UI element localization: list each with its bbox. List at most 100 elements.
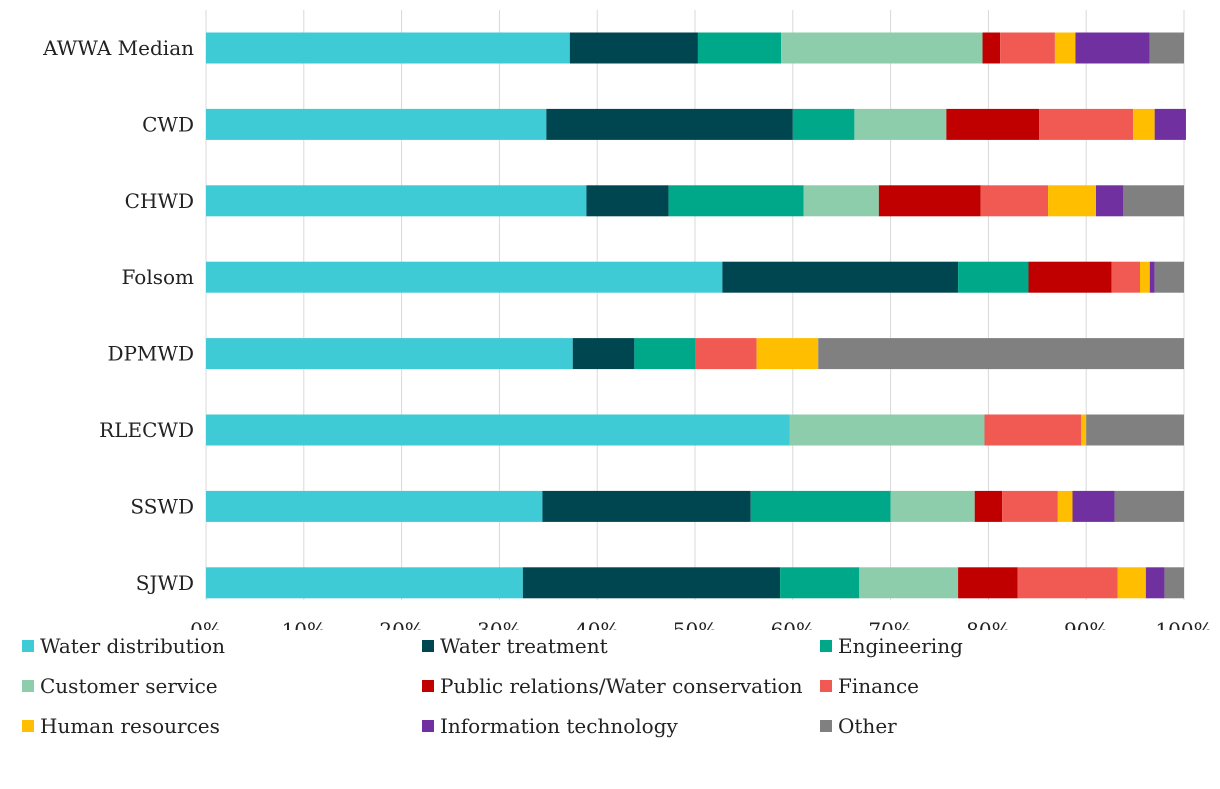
x-tick-label: 100% <box>1155 618 1212 630</box>
bar-segment <box>1111 261 1140 293</box>
bar-segment <box>980 185 1049 217</box>
legend-swatch <box>422 680 434 692</box>
bar-segment <box>722 261 959 293</box>
x-tick-label: 60% <box>771 618 815 630</box>
bar-segment <box>522 567 781 599</box>
legend-item: Human resources <box>22 714 220 738</box>
x-tick-label: 50% <box>673 618 717 630</box>
bar-segment <box>1075 32 1150 64</box>
category-label: CWD <box>142 112 194 136</box>
bar-segment <box>1154 108 1186 140</box>
bar-segment <box>1028 261 1112 293</box>
bar-segment <box>1123 185 1184 217</box>
bar-segment <box>634 338 695 370</box>
bar-segment <box>1133 108 1155 140</box>
legend-label: Engineering <box>838 634 963 658</box>
category-label: SSWD <box>130 494 194 518</box>
x-tick-label: 70% <box>868 618 912 630</box>
legend-item: Engineering <box>820 634 963 658</box>
legend-label: Customer service <box>40 674 218 698</box>
bar-segment <box>982 32 1001 64</box>
category-label: CHWD <box>125 189 194 213</box>
bar-segment <box>750 490 891 522</box>
bar-segment <box>1117 567 1146 599</box>
legend-label: Public relations/Water conservation <box>440 674 803 698</box>
legend-swatch <box>22 720 34 732</box>
category-label: RLECWD <box>99 418 194 442</box>
legend-item: Water treatment <box>422 634 608 658</box>
bar-segment <box>1081 414 1087 446</box>
bar-segment <box>206 185 587 217</box>
bar-segment <box>946 108 1040 140</box>
bar-segment <box>1149 32 1184 64</box>
bar-segment <box>1002 490 1058 522</box>
bar-segment <box>586 185 669 217</box>
category-label: Folsom <box>122 265 195 289</box>
bar-segment <box>878 185 981 217</box>
bar-segment <box>1139 261 1150 293</box>
bar-segment <box>206 32 570 64</box>
bar-segment <box>542 490 751 522</box>
legend-swatch <box>22 680 34 692</box>
category-label: SJWD <box>136 571 194 595</box>
bar-segment <box>1114 490 1184 522</box>
legend-item: Other <box>820 714 897 738</box>
bar-segment <box>818 338 1184 370</box>
legend-label: Water treatment <box>440 634 608 658</box>
bar-segment <box>958 261 1029 293</box>
legend-swatch <box>820 640 832 652</box>
bar-segment <box>1095 185 1124 217</box>
legend-item: Customer service <box>22 674 218 698</box>
bar-segment <box>803 185 879 217</box>
bar-segment <box>781 32 983 64</box>
legend-label: Other <box>838 714 897 738</box>
legend-item: Public relations/Water conservation <box>422 674 802 698</box>
bar-segment <box>854 108 947 140</box>
bar-segment <box>984 414 1082 446</box>
bar-segment <box>1072 490 1115 522</box>
bar-segment <box>206 261 723 293</box>
legend-swatch <box>422 640 434 652</box>
x-tick-label: 30% <box>477 618 521 630</box>
bar-segment <box>890 490 975 522</box>
bar-segment <box>697 32 782 64</box>
bar-segment <box>1048 185 1096 217</box>
stacked-bar-chart: 0% 10% 20% 30% 40% 50% 60% 70% 80% 90% 100% AWWA Me… <box>42 10 1213 630</box>
legend-item: Water distribution <box>22 634 225 658</box>
bar-segment <box>1057 490 1073 522</box>
x-tick-label: 90% <box>1064 618 1108 630</box>
bar-segment <box>780 567 860 599</box>
bar-segment <box>572 338 635 370</box>
category-label: AWWA Median <box>42 36 194 60</box>
legend-label: Water distribution <box>40 634 226 658</box>
bar-segment <box>546 108 793 140</box>
legend-swatch <box>820 720 832 732</box>
bar-segment <box>974 490 1003 522</box>
legend-swatch <box>22 640 34 652</box>
bar-segment <box>792 108 855 140</box>
bar-segment <box>668 185 804 217</box>
x-tick-label: 80% <box>966 618 1010 630</box>
bar-segment <box>206 338 573 370</box>
x-tick-label: 0% <box>190 618 222 630</box>
x-tick-label: 10% <box>282 618 326 630</box>
bar-segment <box>859 567 959 599</box>
bar-segment <box>206 567 523 599</box>
bar-segment <box>1164 567 1184 599</box>
bar-segment <box>1154 261 1184 293</box>
bar-segment <box>1000 32 1055 64</box>
chart-legend: Water distribution Water treatment Enginee… <box>0 630 1220 789</box>
bar-segment <box>756 338 819 370</box>
bar-segment <box>206 490 543 522</box>
legend-label: Finance <box>838 674 919 698</box>
legend-swatch <box>820 680 832 692</box>
x-tick-label: 40% <box>575 618 619 630</box>
bar-segment <box>1145 567 1165 599</box>
bar-segment <box>206 414 790 446</box>
category-label: DPMWD <box>107 342 194 366</box>
bar-segment <box>1149 261 1155 293</box>
bar-segment <box>789 414 985 446</box>
bar-segment <box>1039 108 1134 140</box>
bar-segment <box>1054 32 1076 64</box>
x-tick-label: 20% <box>379 618 423 630</box>
